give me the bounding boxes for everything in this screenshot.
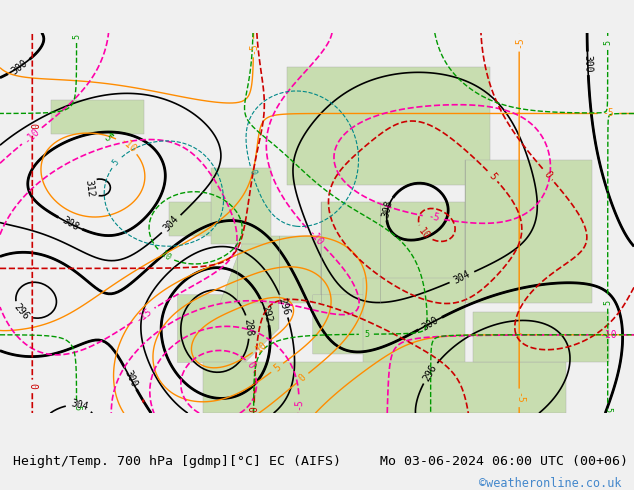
- Text: -10: -10: [117, 136, 138, 155]
- Text: -5: -5: [514, 392, 524, 404]
- Text: 312: 312: [83, 179, 95, 197]
- Text: 5: 5: [603, 407, 612, 412]
- Text: 304: 304: [70, 398, 89, 413]
- Text: 10: 10: [254, 339, 269, 354]
- Polygon shape: [203, 363, 566, 413]
- Text: 300: 300: [9, 58, 29, 76]
- Text: -5: -5: [514, 36, 524, 48]
- Text: 5: 5: [603, 40, 612, 45]
- Text: 10: 10: [159, 249, 172, 262]
- Polygon shape: [321, 202, 465, 303]
- Polygon shape: [169, 202, 211, 236]
- Text: 296: 296: [277, 296, 292, 316]
- Text: -10: -10: [600, 330, 618, 340]
- Polygon shape: [474, 312, 609, 363]
- Text: -15: -15: [133, 306, 153, 324]
- Polygon shape: [178, 295, 279, 363]
- Text: 5: 5: [72, 34, 81, 39]
- Polygon shape: [211, 168, 271, 244]
- Text: 308: 308: [381, 199, 394, 219]
- Polygon shape: [313, 295, 380, 354]
- Polygon shape: [51, 100, 144, 134]
- Text: 5: 5: [487, 171, 498, 181]
- Text: 296: 296: [12, 302, 31, 322]
- Text: -10: -10: [306, 227, 325, 247]
- Text: 0: 0: [245, 360, 256, 370]
- Text: 10: 10: [417, 226, 432, 241]
- Text: 304: 304: [162, 214, 181, 234]
- Text: 288: 288: [243, 318, 254, 336]
- Text: 300: 300: [583, 54, 593, 73]
- Text: 0: 0: [297, 372, 308, 384]
- Text: -5: -5: [427, 212, 440, 224]
- Polygon shape: [465, 160, 592, 303]
- Text: 0: 0: [541, 169, 553, 179]
- Text: 308: 308: [60, 215, 81, 232]
- Polygon shape: [220, 236, 321, 303]
- Text: 5: 5: [603, 300, 612, 305]
- Text: 5: 5: [72, 405, 81, 410]
- Text: Height/Temp. 700 hPa [gdmp][°C] EC (AIFS): Height/Temp. 700 hPa [gdmp][°C] EC (AIFS…: [13, 455, 340, 468]
- Text: 300: 300: [122, 368, 139, 389]
- Text: 0: 0: [27, 384, 37, 390]
- Text: 304: 304: [452, 269, 472, 286]
- Text: 5: 5: [272, 362, 283, 373]
- Text: -5: -5: [294, 397, 304, 410]
- Text: 300: 300: [420, 315, 440, 332]
- Text: -10: -10: [22, 126, 42, 146]
- Text: 5: 5: [364, 330, 369, 339]
- Polygon shape: [363, 278, 465, 371]
- Text: 0: 0: [27, 123, 37, 129]
- Text: ©weatheronline.co.uk: ©weatheronline.co.uk: [479, 477, 621, 490]
- Text: 0: 0: [247, 169, 257, 176]
- Text: 5: 5: [101, 133, 112, 143]
- Polygon shape: [287, 67, 490, 185]
- Text: 296: 296: [421, 363, 439, 383]
- Text: Mo 03-06-2024 06:00 UTC (00+06): Mo 03-06-2024 06:00 UTC (00+06): [380, 455, 628, 468]
- Text: -5: -5: [603, 108, 614, 119]
- Text: 292: 292: [259, 304, 273, 323]
- Text: -5: -5: [249, 42, 259, 54]
- Text: 5: 5: [111, 158, 121, 168]
- Text: 0: 0: [249, 406, 259, 412]
